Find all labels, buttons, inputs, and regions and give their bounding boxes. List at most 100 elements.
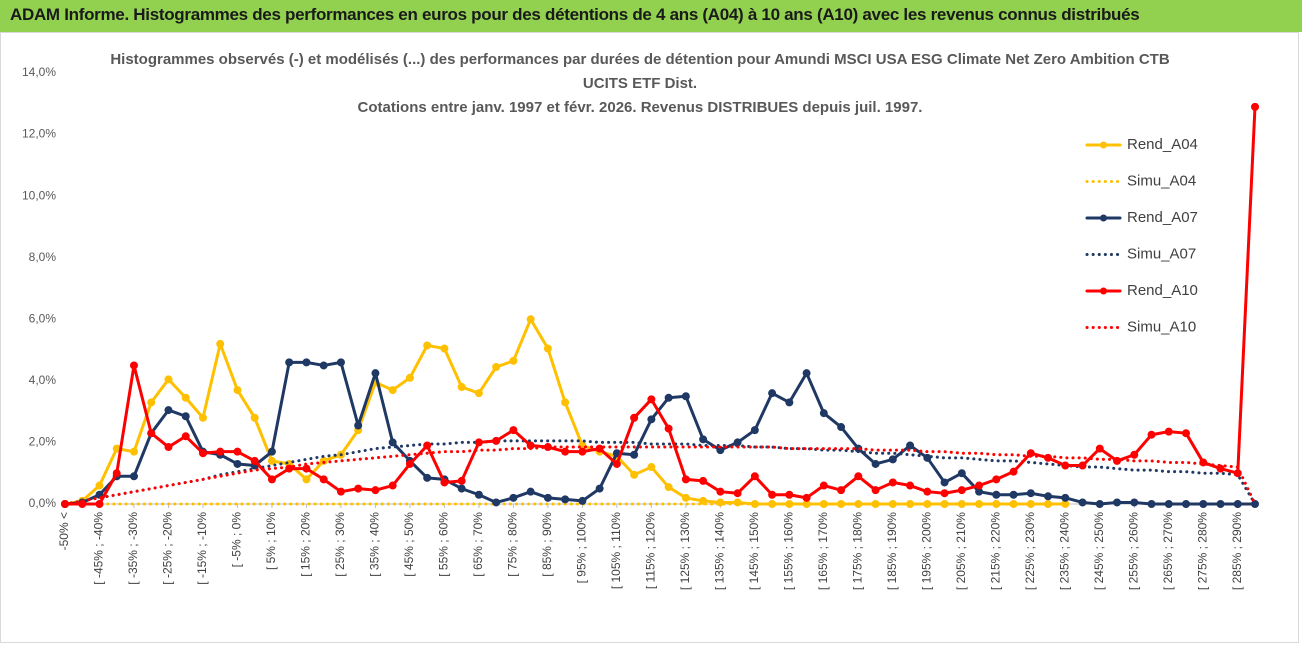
- data-point: [1130, 450, 1139, 459]
- data-point: [405, 459, 414, 468]
- data-point: [129, 361, 138, 370]
- data-point: [1251, 102, 1259, 111]
- data-point: [1164, 500, 1173, 508]
- data-point: [750, 472, 759, 481]
- data-point: [354, 421, 363, 430]
- data-point: [509, 493, 518, 502]
- legend-label: Simu_A04: [1127, 172, 1196, 189]
- data-point: [526, 315, 535, 324]
- data-point: [543, 344, 552, 353]
- data-point: [216, 339, 225, 348]
- data-point: [233, 447, 242, 456]
- data-point: [543, 493, 552, 502]
- data-point: [440, 344, 449, 353]
- x-tick-label: [ 155% ; 160%: [782, 512, 796, 590]
- data-point: [681, 493, 690, 502]
- data-point: [785, 490, 794, 499]
- series-line: [63, 439, 1257, 506]
- data-point: [1095, 444, 1104, 453]
- data-point: [509, 426, 518, 435]
- data-point: [233, 386, 242, 395]
- data-point: [561, 495, 570, 504]
- data-point: [509, 356, 518, 365]
- data-point: [699, 435, 708, 444]
- y-tick-label: 2,0%: [29, 435, 57, 449]
- data-point: [440, 478, 449, 487]
- header-title: ADAM Informe. Histogrammes des performan…: [10, 5, 1140, 24]
- data-point: [336, 358, 345, 367]
- legend-label: Rend_A07: [1127, 209, 1198, 226]
- x-tick-label: [ 195% ; 200%: [919, 512, 933, 590]
- data-point: [474, 490, 483, 499]
- legend-label: Simu_A10: [1127, 318, 1196, 335]
- data-point: [371, 486, 380, 495]
- x-tick-label: [ 105% ; 110%: [609, 512, 623, 589]
- data-point: [354, 484, 363, 493]
- x-tick-label: [ 65% ; 70%: [471, 512, 485, 577]
- x-tick-label: [ 135% ; 140%: [713, 512, 727, 590]
- x-tick-label: [ -45% ; -40%: [92, 512, 106, 585]
- data-point: [630, 450, 639, 459]
- data-point: [371, 369, 380, 378]
- data-point: [595, 484, 604, 493]
- data-point: [802, 369, 811, 378]
- data-point: [250, 456, 259, 465]
- x-tick-label: [ 255% ; 260%: [1126, 512, 1140, 590]
- data-point: [975, 481, 984, 490]
- data-point: [647, 395, 656, 404]
- y-tick-label: 6,0%: [29, 311, 57, 325]
- legend-marker: [1100, 214, 1107, 222]
- data-point: [181, 412, 190, 421]
- x-tick-label: [ 185% ; 190%: [885, 512, 899, 590]
- data-point: [1113, 498, 1122, 507]
- data-point: [578, 447, 587, 456]
- x-tick-label: [ 265% ; 270%: [1161, 512, 1175, 590]
- data-point: [992, 490, 1001, 499]
- x-tick-label: [ 15% ; 20%: [299, 512, 313, 577]
- data-point: [336, 487, 345, 496]
- data-point: [1026, 489, 1035, 498]
- y-tick-label: 8,0%: [29, 250, 57, 264]
- chart-subtitle: Cotations entre janv. 1997 et févr. 2026…: [358, 99, 923, 116]
- data-point: [750, 426, 759, 435]
- data-point: [302, 464, 311, 473]
- x-tick-label: [ 35% ; 40%: [368, 512, 382, 577]
- data-point: [267, 475, 276, 484]
- y-tick-label: 14,0%: [22, 65, 56, 79]
- data-point: [1216, 500, 1225, 508]
- data-point: [1182, 500, 1191, 508]
- data-point: [1009, 467, 1018, 476]
- data-point: [561, 398, 570, 407]
- data-point: [95, 481, 104, 490]
- data-point: [888, 478, 897, 487]
- series-line: [63, 445, 1257, 506]
- legend-marker: [1100, 141, 1107, 149]
- data-point: [854, 472, 863, 481]
- data-point: [1130, 498, 1139, 507]
- data-point: [802, 493, 811, 502]
- x-tick-label: [ 25% ; 30%: [333, 512, 347, 577]
- data-point: [388, 438, 397, 447]
- x-tick-label: [ -25% ; -20%: [161, 512, 175, 585]
- data-point: [664, 483, 673, 492]
- data-point: [474, 389, 483, 398]
- data-point: [492, 436, 501, 445]
- x-tick-label: [ 75% ; 80%: [506, 512, 520, 577]
- data-point: [95, 500, 104, 508]
- y-tick-label: 0,0%: [29, 496, 57, 510]
- data-point: [285, 358, 294, 367]
- data-point: [1078, 498, 1087, 507]
- data-point: [888, 455, 897, 464]
- x-tick-label: [ 145% ; 150%: [747, 512, 761, 590]
- data-point: [819, 409, 828, 418]
- data-point: [664, 424, 673, 433]
- data-point: [940, 478, 949, 487]
- data-point: [681, 392, 690, 401]
- data-point: [940, 489, 949, 498]
- y-tick-label: 12,0%: [22, 127, 56, 141]
- data-point: [768, 389, 777, 398]
- y-tick-label: 10,0%: [22, 188, 56, 202]
- data-point: [1078, 461, 1087, 470]
- x-tick-label: [ 285% ; 290%: [1230, 512, 1244, 590]
- data-point: [1182, 429, 1191, 438]
